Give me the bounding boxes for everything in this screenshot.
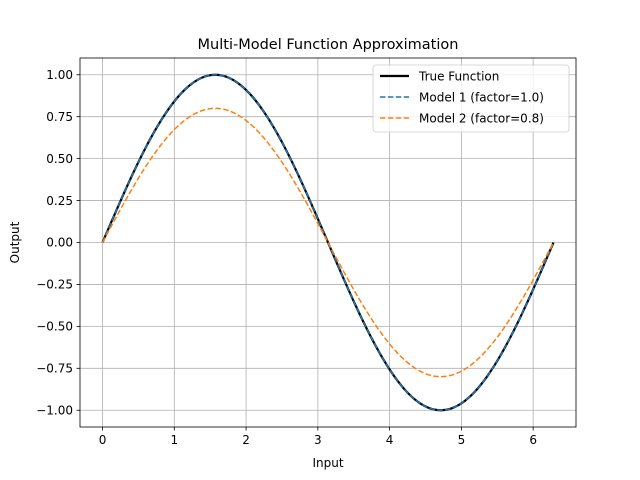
legend-label: Model 1 (factor=1.0) [419, 90, 544, 104]
legend: True Function Model 1 (factor=1.0) Model 2… [372, 64, 570, 133]
y-axis: −1.00 −0.75 −0.50 −0.25 0.00 0.25 0.50 0.75 1.00 [36, 68, 80, 417]
x-axis-label: Input [312, 456, 343, 470]
x-tick-label: 5 [458, 433, 466, 447]
x-tick-label: 3 [314, 433, 322, 447]
x-tick-label: 6 [529, 433, 537, 447]
series-line-2 [101, 74, 555, 411]
x-tick-label: 1 [170, 433, 178, 447]
y-tick-label: 0.75 [46, 110, 73, 124]
y-tick-label: −0.25 [36, 278, 73, 292]
y-tick-label: 0.50 [46, 152, 73, 166]
legend-label: True Function [418, 69, 499, 83]
y-tick-label: 1.00 [46, 68, 73, 82]
x-tick-label: 4 [386, 433, 394, 447]
y-tick-label: −1.00 [36, 403, 73, 417]
series-line-3 [101, 107, 555, 378]
y-tick-label: 0.25 [46, 194, 73, 208]
y-tick-label: −0.75 [36, 361, 73, 375]
y-tick-label: 0.00 [46, 236, 73, 250]
grid [80, 58, 576, 427]
series-layer [101, 73, 555, 412]
legend-box [372, 64, 570, 133]
y-axis-label: Output [8, 221, 22, 263]
chart-title: Multi-Model Function Approximation [198, 37, 459, 53]
x-tick-label: 0 [99, 433, 107, 447]
x-tick-label: 2 [242, 433, 250, 447]
x-axis: 0 1 2 3 4 5 6 [99, 427, 537, 447]
legend-label: Model 2 (factor=0.8) [419, 111, 544, 125]
y-tick-label: −0.50 [36, 320, 73, 334]
